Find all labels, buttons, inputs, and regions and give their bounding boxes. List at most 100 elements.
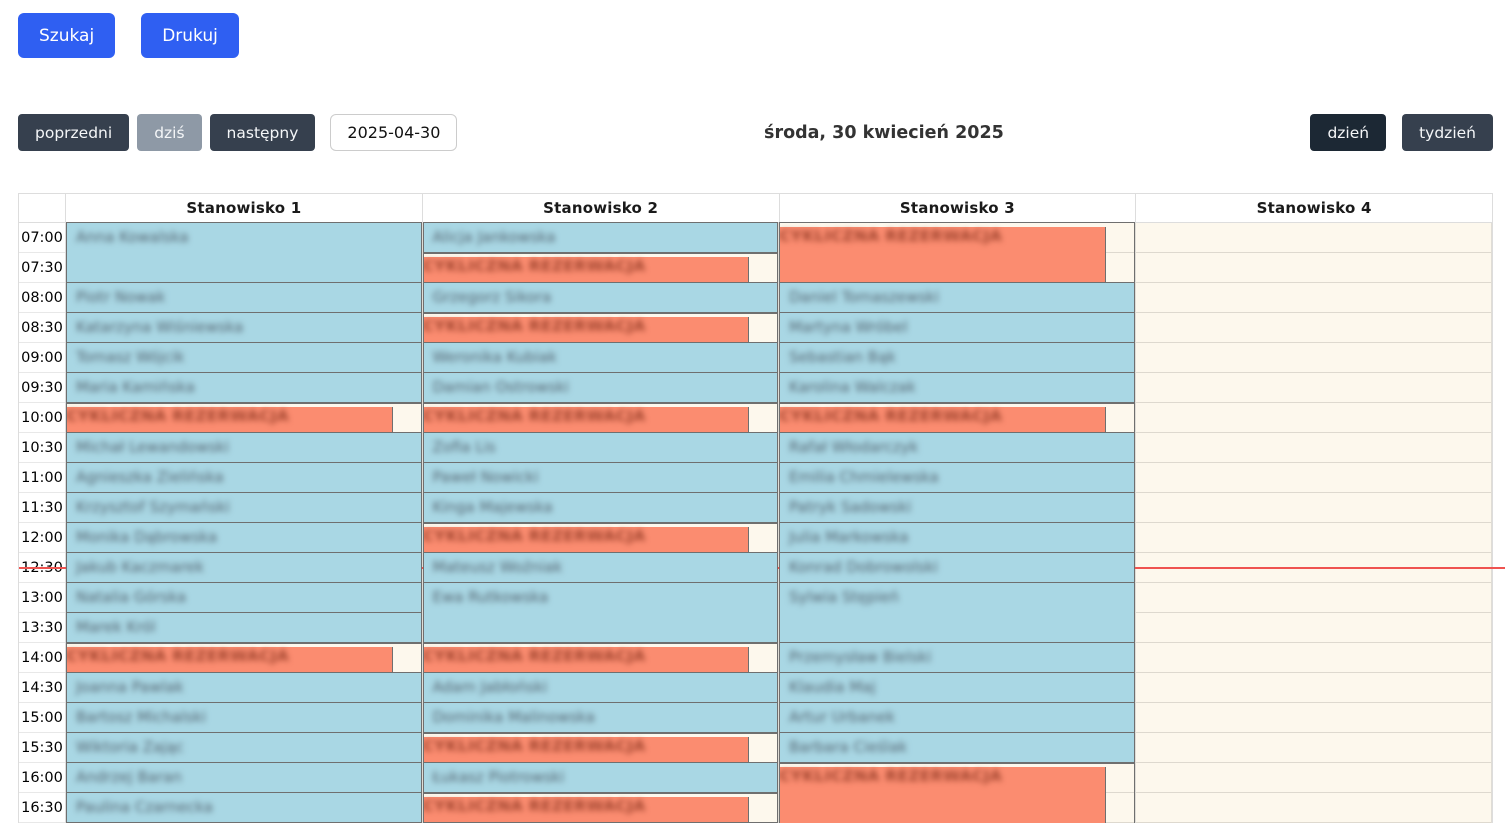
time-column-header	[19, 194, 66, 222]
booking-event[interactable]: Natalia Górska	[66, 582, 422, 614]
week-view-button[interactable]: tydzień	[1402, 114, 1493, 151]
resource-column-3[interactable]: CYKLICZNA REZERWACJA Daniel Tomaszewski Ma…	[779, 222, 1136, 823]
booking-event[interactable]: Monika Dąbrowska	[66, 522, 422, 554]
cyclic-reservation-event[interactable]: CYKLICZNA REZERWACJA	[779, 222, 1135, 284]
booking-event[interactable]: Zofia Lis	[422, 432, 778, 464]
booking-event[interactable]: Patryk Sadowski	[779, 492, 1135, 524]
event-fill: CYKLICZNA REZERWACJA	[423, 737, 749, 763]
booking-event[interactable]: Rafał Włodarczyk	[779, 432, 1135, 464]
event-label: CYKLICZNA REZERWACJA	[66, 647, 290, 666]
booking-event[interactable]: Łukasz Piotrowski	[422, 762, 778, 794]
previous-day-button[interactable]: poprzedni	[18, 114, 130, 151]
booking-event[interactable]: Artur Urbanek	[779, 702, 1135, 734]
event-label: Ewa Rutkowska	[432, 588, 549, 607]
event-label: Andrzej Baran	[76, 768, 182, 787]
event-label: Patryk Sadowski	[789, 498, 912, 517]
event-label: Rafał Włodarczyk	[789, 438, 919, 457]
cyclic-reservation-event[interactable]: CYKLICZNA REZERWACJA	[422, 792, 778, 823]
booking-event[interactable]: Julia Markowska	[779, 522, 1135, 554]
booking-event[interactable]: Sylwia Stępień	[779, 582, 1135, 644]
cyclic-reservation-event[interactable]: CYKLICZNA REZERWACJA	[422, 312, 778, 344]
time-label: 14:30	[21, 680, 63, 696]
booking-event[interactable]: Maria Kamińska	[66, 372, 422, 404]
event-fill: CYKLICZNA REZERWACJA	[423, 317, 749, 343]
booking-event[interactable]: Katarzyna Wiśniewska	[66, 312, 422, 344]
resource-column-2[interactable]: Alicja Jankowska CYKLICZNA REZERWACJA Grze…	[422, 222, 779, 823]
cyclic-reservation-event[interactable]: CYKLICZNA REZERWACJA	[422, 732, 778, 764]
event-label: Daniel Tomaszewski	[789, 288, 940, 307]
booking-event[interactable]: Michał Lewandowski	[66, 432, 422, 464]
time-label: 15:00	[21, 710, 63, 726]
booking-event[interactable]: Agnieszka Zielińska	[66, 462, 422, 494]
booking-event[interactable]: Joanna Pawlak	[66, 672, 422, 704]
date-input[interactable]	[330, 114, 458, 151]
time-label: 09:30	[21, 380, 63, 396]
date-nav-group: poprzedni dziś następny	[18, 114, 458, 151]
booking-event[interactable]: Marek Król	[66, 612, 422, 644]
print-button[interactable]: Drukuj	[141, 13, 239, 58]
booking-event[interactable]: Emilia Chmielewska	[779, 462, 1135, 494]
time-label: 15:30	[21, 740, 63, 756]
cyclic-reservation-event[interactable]: CYKLICZNA REZERWACJA	[422, 642, 778, 674]
booking-event[interactable]: Martyna Wróbel	[779, 312, 1135, 344]
booking-event[interactable]: Konrad Dobrowolski	[779, 552, 1135, 584]
time-label: 11:00	[21, 470, 63, 486]
event-label: Agnieszka Zielińska	[76, 468, 224, 487]
event-fill: CYKLICZNA REZERWACJA	[423, 527, 749, 553]
booking-event[interactable]: Sebastian Bąk	[779, 342, 1135, 374]
booking-event[interactable]: Paulina Czarnecka	[66, 792, 422, 823]
booking-event[interactable]: Adam Jabłoński	[422, 672, 778, 704]
event-label: Paulina Czarnecka	[76, 798, 213, 817]
day-view-button[interactable]: dzień	[1310, 114, 1387, 151]
booking-event[interactable]: Grzegorz Sikora	[422, 282, 778, 314]
booking-event[interactable]: Weronika Kubiak	[422, 342, 778, 374]
booking-event[interactable]: Piotr Nowak	[66, 282, 422, 314]
resource-column-4[interactable]	[1135, 223, 1492, 823]
booking-event[interactable]: Mateusz Woźniak	[422, 552, 778, 584]
booking-event[interactable]: Przemysław Bielski	[779, 642, 1135, 674]
booking-event[interactable]: Paweł Nowicki	[422, 462, 778, 494]
event-label: CYKLICZNA REZERWACJA	[779, 227, 1003, 246]
event-fill: CYKLICZNA REZERWACJA	[779, 227, 1106, 283]
event-fill: CYKLICZNA REZERWACJA	[423, 257, 749, 283]
booking-event[interactable]: Andrzej Baran	[66, 762, 422, 794]
cyclic-reservation-event[interactable]: CYKLICZNA REZERWACJA	[422, 522, 778, 554]
cyclic-reservation-event[interactable]: CYKLICZNA REZERWACJA	[779, 402, 1135, 434]
booking-event[interactable]: Ewa Rutkowska	[422, 582, 778, 644]
resource-column-header: Stanowisko 3	[780, 194, 1137, 222]
booking-event[interactable]: Kinga Majewska	[422, 492, 778, 524]
cyclic-reservation-event[interactable]: CYKLICZNA REZERWACJA	[422, 402, 778, 434]
event-label: Piotr Nowak	[76, 288, 166, 307]
booking-event[interactable]: Klaudia Maj	[779, 672, 1135, 704]
booking-event[interactable]: Wiktoria Zając	[66, 732, 422, 764]
search-button[interactable]: Szukaj	[18, 13, 116, 58]
time-label: 10:30	[21, 440, 63, 456]
booking-event[interactable]: Damian Ostrowski	[422, 372, 778, 404]
event-label: Paweł Nowicki	[432, 468, 539, 487]
booking-event[interactable]: Krzysztof Szymański	[66, 492, 422, 524]
booking-event[interactable]: Dominika Malinowska	[422, 702, 778, 734]
resource-column-header: Stanowisko 1	[66, 194, 423, 222]
booking-event[interactable]: Tomasz Wójcik	[66, 342, 422, 374]
next-day-button[interactable]: następny	[209, 114, 316, 151]
booking-event[interactable]: Daniel Tomaszewski	[779, 282, 1135, 314]
cyclic-reservation-event[interactable]: CYKLICZNA REZERWACJA	[779, 762, 1135, 823]
resource-column-1[interactable]: Anna Kowalska Piotr Nowak Katarzyna Wiśnie…	[66, 222, 423, 823]
booking-event[interactable]: Alicja Jankowska	[422, 222, 778, 254]
booking-event[interactable]: Anna Kowalska	[66, 222, 422, 284]
cyclic-reservation-event[interactable]: CYKLICZNA REZERWACJA	[66, 642, 422, 674]
time-label: 07:30	[21, 260, 63, 276]
event-label: CYKLICZNA REZERWACJA	[779, 767, 1003, 786]
time-label: 07:00	[21, 230, 63, 246]
booking-event[interactable]: Karolina Walczak	[779, 372, 1135, 404]
booking-event[interactable]: Bartosz Michalski	[66, 702, 422, 734]
event-fill: CYKLICZNA REZERWACJA	[780, 767, 1106, 823]
today-button[interactable]: dziś	[137, 114, 202, 151]
time-label: 13:00	[21, 590, 63, 606]
event-label: Grzegorz Sikora	[432, 288, 552, 307]
event-label: Anna Kowalska	[76, 228, 189, 247]
cyclic-reservation-event[interactable]: CYKLICZNA REZERWACJA	[66, 402, 422, 434]
cyclic-reservation-event[interactable]: CYKLICZNA REZERWACJA	[422, 252, 778, 284]
booking-event[interactable]: Jakub Kaczmarek	[66, 552, 422, 584]
booking-event[interactable]: Barbara Cieślak	[779, 732, 1135, 764]
